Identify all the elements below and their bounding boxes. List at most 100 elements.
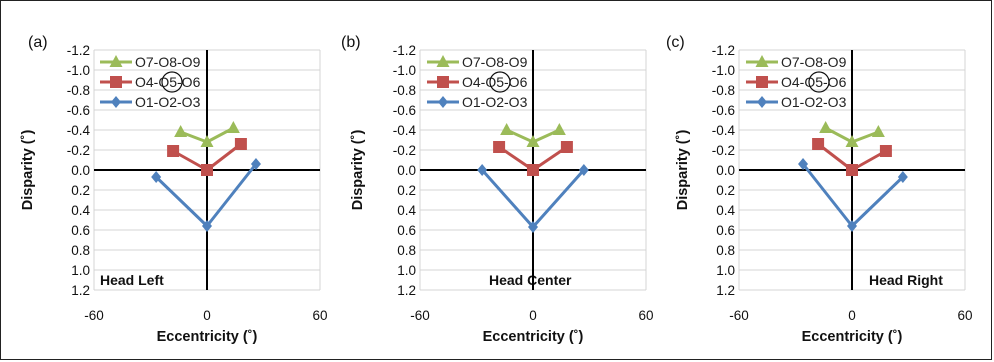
panel-b-ytick-5: -0.2 — [393, 143, 416, 158]
panel-a-ytick-8: 0.4 — [71, 203, 90, 218]
panel-b-ytick-0: -1.2 — [393, 43, 416, 58]
panel-b-xtick-2: 60 — [638, 308, 653, 323]
panel-c-series-3-point-2 — [847, 220, 857, 232]
panel-a-annotation: Head Left — [100, 272, 164, 288]
panel-a-series-3-point-3 — [250, 158, 261, 170]
panel-b-xtick-0: -60 — [410, 308, 430, 323]
panel-b-legend-highlight-circle — [489, 71, 511, 93]
panel-c-ytick-7: 0.2 — [716, 183, 735, 198]
panel-a-series-3-point-1 — [151, 171, 162, 183]
panel-a-ytick-10: 0.8 — [71, 243, 90, 258]
panel-c-ytick-1: -1.0 — [712, 63, 735, 78]
panel-b-ytick-2: -0.8 — [393, 83, 416, 98]
panel-a-legend-highlight-circle — [161, 71, 183, 93]
panel-b-ytick-4: -0.4 — [393, 123, 417, 138]
panel-b-legend-label-3: O1-O2-O3 — [462, 94, 528, 110]
panel-a-series-1-point-2 — [200, 135, 214, 147]
panel-c-annotation: Head Right — [869, 272, 943, 288]
panel-a-ytick-2: -0.8 — [67, 83, 90, 98]
panel-b-legend-label-2: O4-O5-O6 — [462, 74, 528, 90]
panel-c-legend-highlight-circle — [808, 71, 830, 93]
panel-a-xtick-0: -60 — [84, 308, 104, 323]
panel-a-xtick-2: 60 — [312, 308, 327, 323]
panel-a-ytick-0: -1.2 — [67, 43, 90, 58]
panel-c-legend-marker-3 — [757, 96, 767, 108]
panel-a-legend-label-1: O7-O8-O9 — [135, 54, 201, 70]
panel-b-legend-label-1: O7-O8-O9 — [462, 54, 528, 70]
panel-a-legend: O7-O8-O9 O4-O5-O6 O1-O2-O3 — [100, 54, 201, 110]
panel-b-series-2-point-1 — [493, 141, 506, 153]
panel-a-series-3-point-2 — [202, 220, 212, 232]
panel-a-series-1-point-3 — [226, 121, 240, 133]
panel-c-legend: O7-O8-O9 O4-O5-O6 O1-O2-O3 — [746, 54, 847, 110]
panel-a-ytick-5: -0.2 — [67, 143, 90, 158]
panel-b-ytick-8: 0.4 — [397, 203, 416, 218]
panel-a-ytick-3: -0.6 — [67, 103, 90, 118]
panel-c-series-2-point-2 — [846, 164, 858, 176]
panel-b: (b) Disparity (˚) Eccentricity (˚) Head … — [341, 34, 654, 345]
panel-b-ytick-7: 0.2 — [397, 183, 416, 198]
panel-a-legend-label-2: O4-O5-O6 — [135, 74, 201, 90]
panel-c-xtick-0: -60 — [729, 308, 749, 323]
panel-c-xtick-2: 60 — [957, 308, 972, 323]
panel-c-ytick-5: -0.2 — [712, 143, 735, 158]
panel-c-legend-marker-1 — [755, 55, 769, 67]
panel-a-ytick-12: 1.2 — [71, 283, 90, 298]
panel-b-annotation: Head Center — [489, 272, 572, 288]
panel-c-ytick-3: -0.6 — [712, 103, 735, 118]
panel-c-letter: (c) — [666, 34, 685, 51]
panel-c-series-2-point-1 — [812, 138, 825, 150]
panel-c-ytick-6: 0.0 — [716, 163, 735, 178]
panel-b-series-2-point-3 — [560, 141, 573, 153]
panel-b-ytick-3: -0.6 — [393, 103, 416, 118]
panel-a-series-2-point-1 — [167, 145, 180, 157]
panel-b-ytick-12: 1.2 — [397, 283, 416, 298]
panel-c-ytick-11: 1.0 — [716, 263, 735, 278]
panel-c-series-1-point-3 — [871, 125, 885, 137]
panel-b-letter: (b) — [341, 34, 361, 51]
panel-a-legend-marker-2 — [110, 76, 122, 88]
panel-a-ytick-9: 0.6 — [71, 223, 90, 238]
panel-c-ytick-12: 1.2 — [716, 283, 735, 298]
panel-c-legend-label-2: O4-O5-O6 — [781, 74, 847, 90]
panel-c-series-3-point-1 — [798, 158, 809, 170]
panel-b-xlabel: Eccentricity (˚) — [483, 329, 584, 345]
panel-a-ytick-4: -0.4 — [67, 123, 91, 138]
panel-c-ylabel: Disparity (˚) — [675, 130, 691, 211]
panel-c-xlabel: Eccentricity (˚) — [802, 329, 903, 345]
panel-a-legend-label-3: O1-O2-O3 — [135, 94, 201, 110]
panel-c-xtick-1: 0 — [848, 308, 856, 323]
panel-b-xtick-1: 0 — [529, 308, 537, 323]
panel-b-ytick-9: 0.6 — [397, 223, 416, 238]
panel-a-letter: (a) — [28, 34, 48, 51]
panel-b-legend-marker-3 — [438, 96, 448, 108]
panel-c-legend-label-3: O1-O2-O3 — [781, 94, 847, 110]
panel-b-ytick-10: 0.8 — [397, 243, 416, 258]
panel-c-ytick-9: 0.6 — [716, 223, 735, 238]
panel-b-ytick-11: 1.0 — [397, 263, 416, 278]
panel-b-legend-marker-1 — [436, 55, 450, 67]
panel-a-xtick-1: 0 — [203, 308, 211, 323]
panel-a-legend-marker-3 — [111, 96, 121, 108]
panel-b-series-2-point-2 — [527, 164, 539, 176]
panel-b-ytick-6: 0.0 — [397, 163, 416, 178]
panel-c-series-1-point-2 — [845, 135, 859, 147]
panel-b-legend-marker-2 — [437, 76, 449, 88]
panel-c-legend-marker-2 — [756, 76, 768, 88]
panel-c-ytick-2: -0.8 — [712, 83, 735, 98]
panel-b-legend: O7-O8-O9 O4-O5-O6 O1-O2-O3 — [427, 54, 528, 110]
panel-a-xlabel: Eccentricity (˚) — [157, 329, 258, 345]
panel-c-ytick-4: -0.4 — [712, 123, 736, 138]
panel-a: (a) Disparity (˚) Eccentricity (˚) Head … — [20, 34, 328, 345]
panel-a-ytick-11: 1.0 — [71, 263, 90, 278]
panel-a-ytick-6: 0.0 — [71, 163, 90, 178]
panel-a-legend-marker-1 — [109, 55, 123, 67]
panel-a-ytick-7: 0.2 — [71, 183, 90, 198]
panel-b-series-3-point-2 — [528, 221, 538, 233]
panel-c-legend-label-1: O7-O8-O9 — [781, 54, 847, 70]
panel-b-series-1-point-3 — [552, 123, 566, 135]
panel-b-ylabel: Disparity (˚) — [350, 130, 366, 211]
panel-a-series-1-point-1 — [174, 125, 188, 137]
panel-a-ylabel: Disparity (˚) — [20, 130, 36, 211]
